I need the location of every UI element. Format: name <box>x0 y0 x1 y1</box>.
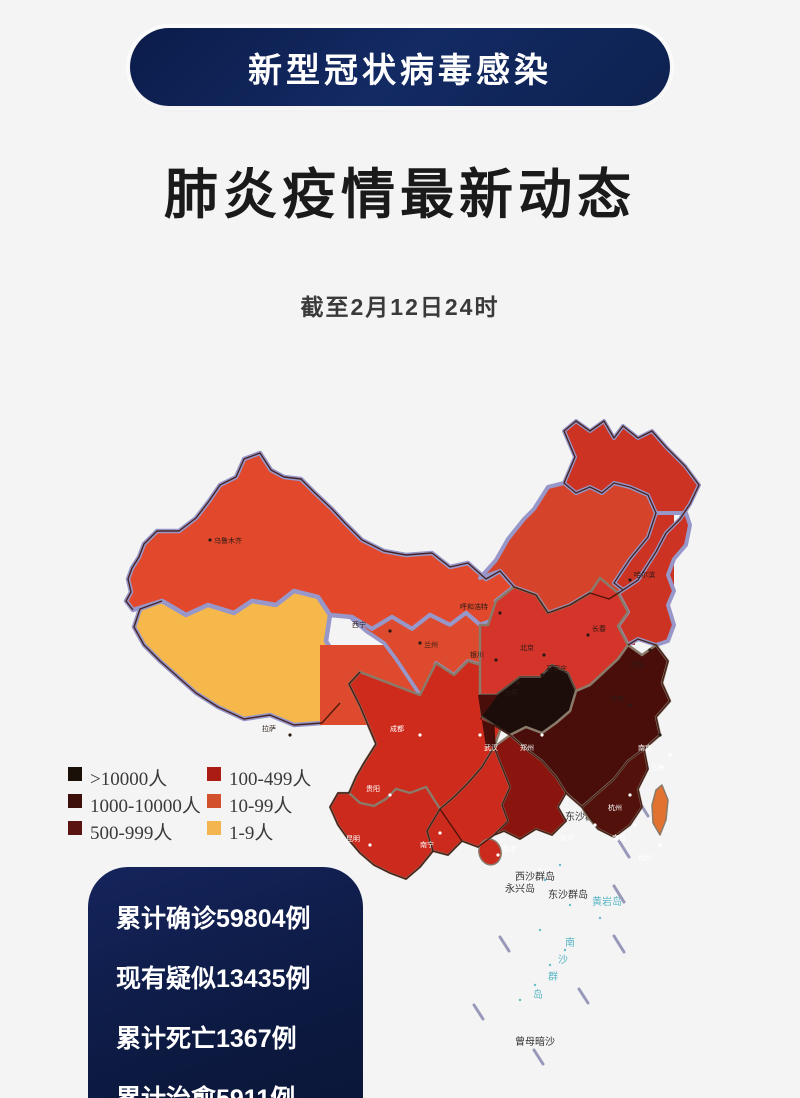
svg-text:贵阳: 贵阳 <box>366 784 380 793</box>
svg-text:上海: 上海 <box>650 763 664 772</box>
svg-text:武汉: 武汉 <box>484 743 498 752</box>
svg-text:广州: 广州 <box>518 878 532 887</box>
svg-text:成都: 成都 <box>390 724 404 733</box>
svg-text:昆明: 昆明 <box>346 835 360 843</box>
svg-text:长春: 长春 <box>592 624 606 633</box>
svg-text:沈阳: 沈阳 <box>630 660 644 669</box>
svg-text:银川: 银川 <box>470 650 484 659</box>
svg-text:南京: 南京 <box>638 743 652 752</box>
svg-text:香港: 香港 <box>502 844 516 853</box>
svg-text:拉萨: 拉萨 <box>262 724 276 733</box>
svg-text:西宁: 西宁 <box>352 620 366 629</box>
svg-text:福州: 福州 <box>638 853 652 862</box>
svg-text:太原: 太原 <box>504 688 518 697</box>
svg-text:乌鲁木齐: 乌鲁木齐 <box>214 536 242 545</box>
svg-text:兰州: 兰州 <box>424 640 438 649</box>
svg-text:石家庄: 石家庄 <box>546 664 567 673</box>
svg-text:南昌: 南昌 <box>612 833 626 842</box>
svg-text:南宁: 南宁 <box>420 840 434 849</box>
svg-text:杭州: 杭州 <box>608 803 622 812</box>
svg-text:北京: 北京 <box>520 643 534 652</box>
svg-text:济南: 济南 <box>610 694 624 703</box>
svg-text:郑州: 郑州 <box>520 744 534 752</box>
svg-text:长沙: 长沙 <box>560 833 574 842</box>
svg-text:曾母暗沙: 曾母暗沙 <box>515 1035 555 1048</box>
svg-text:哈尔滨: 哈尔滨 <box>634 570 655 579</box>
svg-text:呼和浩特: 呼和浩特 <box>460 602 488 611</box>
